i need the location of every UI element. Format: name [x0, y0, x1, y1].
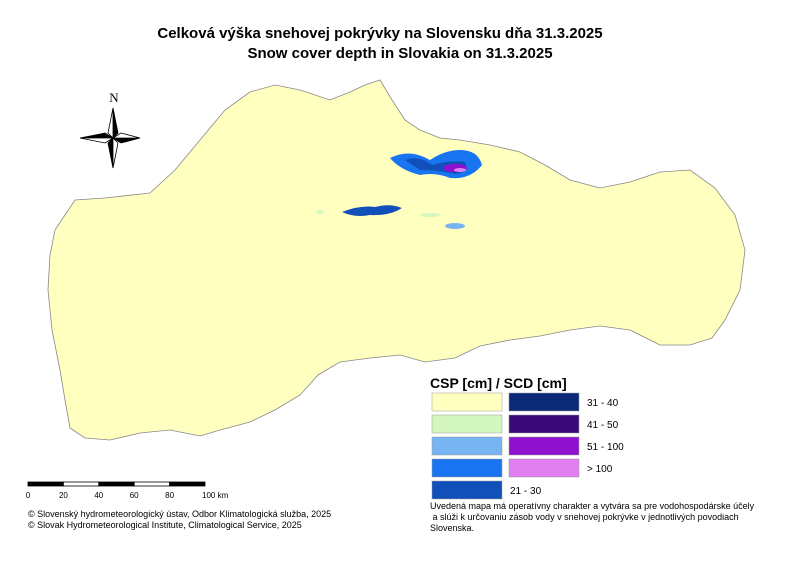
scale-label: 40	[94, 491, 103, 500]
north-label: N	[109, 90, 119, 105]
legend-swatch	[431, 414, 503, 434]
scale-label: 80	[165, 491, 174, 500]
legend-swatch	[508, 392, 580, 412]
scale-label: 0	[26, 491, 31, 500]
scale-segment	[27, 481, 64, 487]
copyright: © Slovenský hydrometeorologický ústav, O…	[28, 509, 331, 519]
snow-patches	[316, 150, 482, 229]
legend-label: > 100	[587, 464, 613, 475]
legend-swatch	[508, 414, 580, 434]
legend-swatch	[431, 458, 503, 478]
legend-swatch	[508, 458, 580, 478]
legend-label: 41 - 50	[587, 420, 619, 431]
note: a slúži k určovaniu zásob vody v snehove…	[430, 512, 739, 522]
copyright: © Slovak Hydrometeorological Institute, …	[28, 520, 302, 530]
legend-swatch	[431, 392, 503, 412]
legend-swatch	[431, 436, 503, 456]
legend-label: 31 - 40	[587, 398, 619, 409]
title: Celková výška snehovej pokrývky na Slove…	[157, 25, 602, 42]
note: Slovenska.	[430, 523, 474, 533]
legend-label: 21 - 30	[510, 486, 542, 497]
scale-label: 60	[130, 491, 139, 500]
scale-label: 20	[59, 491, 68, 500]
slovakia-outline	[47, 79, 746, 441]
snow-patch	[454, 168, 466, 172]
legend-swatch	[431, 480, 503, 500]
snow-patch	[316, 210, 324, 214]
scale-segment	[98, 481, 135, 487]
snow-patch	[342, 205, 402, 216]
snow-patch	[445, 223, 465, 229]
subtitle: Snow cover depth in Slovakia on 31.3.202…	[247, 45, 552, 62]
snow-patch	[420, 213, 440, 217]
note: Uvedená mapa má operatívny charakter a v…	[430, 501, 755, 511]
scale-bar: 0 20 40 60 80 100 km	[26, 481, 229, 500]
legend-label: 51 - 100	[587, 442, 624, 453]
scale-segment	[169, 481, 206, 487]
legend-swatch	[508, 436, 580, 456]
scale-segment	[133, 481, 170, 487]
legend-title: CSP [cm] / SCD [cm]	[430, 375, 567, 391]
scale-label: 100 km	[202, 491, 229, 500]
scale-segment	[63, 481, 100, 487]
north-arrow	[79, 107, 141, 169]
